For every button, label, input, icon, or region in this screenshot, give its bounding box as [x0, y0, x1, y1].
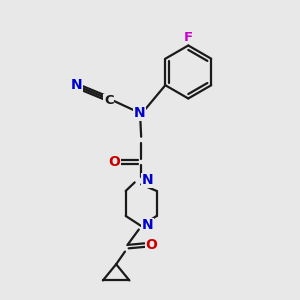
Text: F: F: [184, 31, 193, 44]
Text: N: N: [142, 173, 154, 187]
Text: O: O: [109, 155, 121, 169]
Text: C: C: [104, 94, 114, 107]
Text: N: N: [134, 106, 146, 120]
Text: N: N: [142, 218, 154, 233]
Text: N: N: [70, 78, 82, 92]
Text: O: O: [146, 238, 158, 252]
